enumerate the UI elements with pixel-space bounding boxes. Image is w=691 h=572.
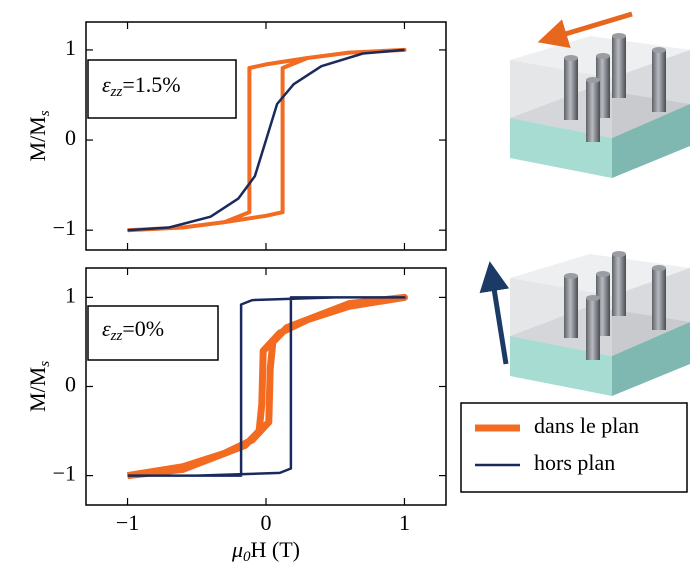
y-tick-label: 1: [65, 282, 76, 307]
x-tick-label: 1: [399, 510, 410, 535]
y-axis-label-sub: s: [37, 361, 53, 367]
y-axis-label-main: M/M: [25, 367, 50, 412]
y-tick-label: 0: [65, 125, 76, 150]
y-tick-label: 1: [65, 35, 76, 60]
x-tick-label: −1: [116, 510, 139, 535]
plot-frame: [85, 267, 447, 506]
y-tick-label: 0: [65, 372, 76, 397]
sample-illustration: [510, 251, 690, 396]
x-axis-label: μ0H (T): [231, 537, 300, 565]
x-axis-label-symbol: μ: [231, 537, 243, 562]
series-line: [127, 296, 406, 477]
annotation: εzz=1.5%: [102, 72, 181, 100]
annotation-box: [87, 59, 237, 119]
legend-label: hors plan: [534, 450, 615, 475]
x-axis-label-sub: 0: [243, 549, 251, 565]
annotation-sub: zz: [110, 84, 123, 100]
annotation-sub: zz: [110, 328, 123, 344]
x-tick-label: 0: [261, 510, 272, 535]
y-axis-label: M/Ms: [25, 110, 53, 161]
y-axis-label-sub: s: [37, 110, 53, 116]
in-plane-arrow: [537, 11, 633, 49]
series-line: [127, 48, 405, 232]
y-tick-label: −1: [53, 215, 76, 240]
legend-box: [460, 402, 688, 493]
y-axis-label-main: M/M: [25, 116, 50, 161]
y-axis-label: M/Ms: [25, 361, 53, 412]
y-tick-label: −1: [53, 461, 76, 486]
annotation-symbol: ε: [102, 72, 111, 97]
annotation-box: [87, 305, 219, 361]
x-axis-label-rest: H (T): [251, 537, 300, 562]
annotation: εzz=0%: [102, 316, 164, 344]
out-of-plane-arrow: [479, 261, 510, 365]
annotation-symbol: ε: [102, 316, 111, 341]
annotation-rest: =1.5%: [122, 72, 180, 97]
legend-label: dans le plan: [534, 413, 639, 438]
annotation-rest: =0%: [122, 316, 164, 341]
sample-illustration: [510, 33, 690, 178]
